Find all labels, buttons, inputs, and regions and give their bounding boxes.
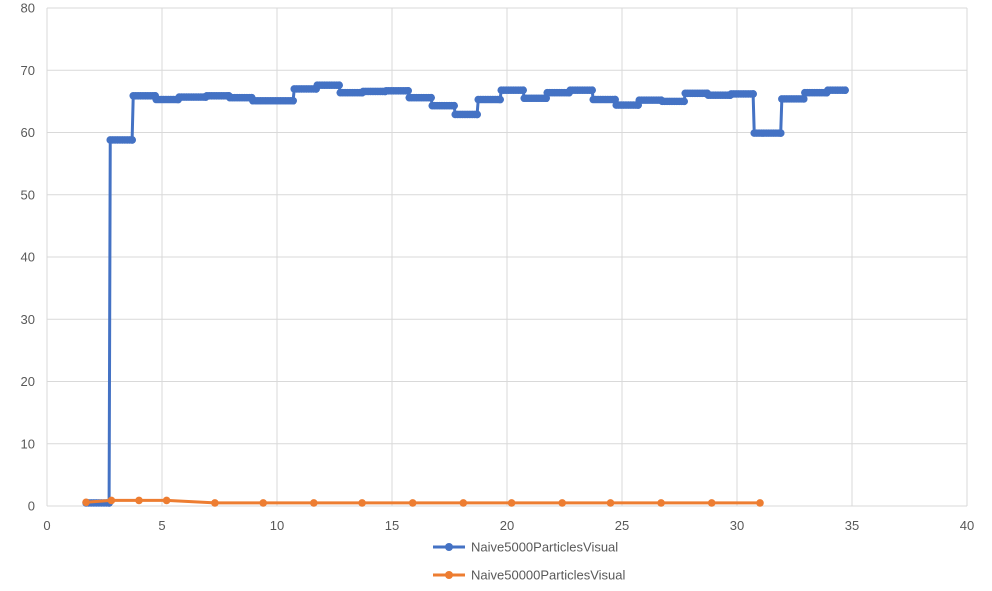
series-line — [85, 498, 760, 505]
data-point — [588, 86, 596, 94]
data-point — [749, 90, 757, 98]
data-point — [135, 496, 143, 505]
series-group — [82, 81, 849, 507]
x-tick-label: 25 — [615, 518, 629, 533]
data-point — [408, 499, 417, 507]
legend-entry: Naive5000ParticlesVisual — [433, 540, 618, 555]
y-tick-label: 60 — [21, 125, 35, 140]
x-tick-label: 20 — [500, 518, 514, 533]
x-tick-label: 10 — [270, 518, 284, 533]
data-point — [427, 93, 435, 102]
y-tick-label: 0 — [28, 499, 35, 514]
data-point — [82, 498, 90, 507]
data-point — [404, 86, 412, 95]
data-point — [707, 499, 716, 507]
x-tick-label: 30 — [730, 518, 744, 533]
data-point — [606, 499, 615, 507]
legend-label: Naive5000ParticlesVisual — [471, 540, 618, 555]
data-point — [450, 101, 458, 110]
y-tick-label: 80 — [21, 1, 35, 16]
legend: Naive5000ParticlesVisual Naive50000Partic… — [433, 540, 626, 583]
data-point — [496, 95, 504, 104]
series-1 — [82, 81, 849, 507]
data-point — [335, 81, 343, 89]
y-tick-label: 40 — [21, 250, 35, 265]
data-point — [128, 136, 136, 144]
data-point — [358, 499, 366, 507]
data-point — [473, 110, 481, 119]
data-point — [310, 499, 318, 507]
data-point — [289, 96, 297, 105]
data-point — [519, 86, 527, 94]
axes: 0 10 20 30 40 50 60 70 80 0 5 10 15 20 25 30 35 40 — [21, 1, 975, 534]
data-point — [799, 95, 808, 103]
legend-marker — [445, 571, 453, 579]
data-point — [756, 499, 764, 507]
data-point — [259, 499, 268, 507]
y-tick-label: 30 — [21, 312, 35, 327]
data-point — [459, 499, 468, 507]
data-point — [657, 499, 665, 507]
y-tick-label: 20 — [21, 374, 35, 389]
data-point — [776, 129, 785, 137]
data-point — [162, 496, 171, 505]
y-tick-label: 10 — [21, 436, 35, 451]
legend-marker — [445, 543, 453, 551]
data-point — [558, 499, 566, 507]
x-tick-label: 35 — [845, 518, 859, 533]
x-tick-label: 15 — [385, 518, 399, 533]
x-tick-label: 40 — [960, 518, 974, 533]
data-point — [841, 86, 849, 94]
data-point — [507, 499, 516, 507]
data-point — [680, 97, 688, 106]
data-point — [107, 496, 116, 505]
legend-label: Naive50000ParticlesVisual — [471, 568, 626, 583]
x-tick-label: 0 — [43, 518, 50, 533]
legend-entry: Naive50000ParticlesVisual — [433, 568, 626, 583]
data-point — [211, 499, 219, 507]
y-tick-label: 50 — [21, 187, 35, 202]
series-2 — [82, 496, 764, 507]
gridlines — [46, 7, 968, 507]
x-tick-label: 5 — [158, 518, 165, 533]
y-tick-label: 70 — [21, 63, 35, 78]
